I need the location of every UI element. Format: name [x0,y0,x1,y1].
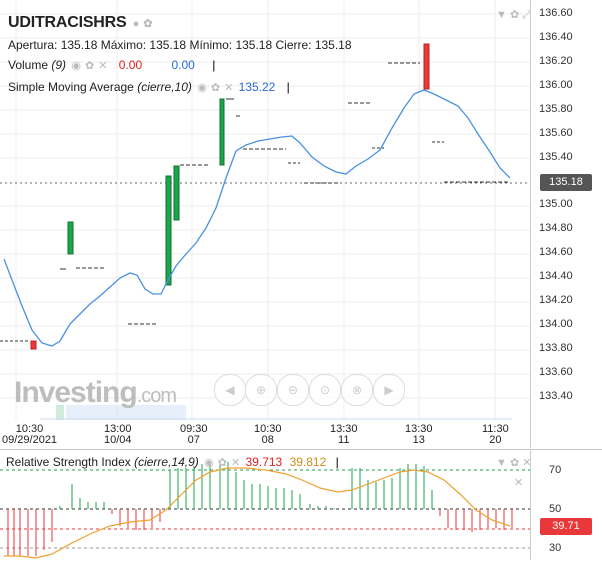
rsi-histogram [7,462,513,556]
rsi-fullscreen-control: ✕ [514,476,523,489]
time-label: 13:30 13 [405,423,433,446]
logo-suffix: .com [136,385,177,407]
price-tick: 133.40 [539,390,573,402]
rsi-pane-controls: ▼ ✿ ✕ [496,456,531,469]
rsi-tick: 50 [549,503,562,515]
rsi-value-b: 39.812 [289,455,327,469]
candle [219,98,225,166]
scroll-right-button[interactable]: ▶ [373,374,405,406]
eye-icon[interactable]: ◉ [204,457,214,469]
candle [30,340,37,350]
price-tick: 134.80 [539,222,573,234]
time-label: 13:30 11 [330,423,358,446]
price-tick: 136.40 [539,31,573,43]
close-icon[interactable]: ✕ [522,457,532,469]
sma-value: 135.22 [238,80,276,94]
rsi-tick: 70 [549,464,562,476]
symbol-title: UDITRACISHRS ● ✿ [8,14,154,32]
rsi-signal-line [4,467,511,559]
time-label: 10:30 09/29/2021 [2,423,58,446]
sma-line [3,89,511,347]
rsi-svg [0,462,530,559]
symbol-name: UDITRACISHRS [8,14,127,31]
logo-brand: Investing [14,376,138,409]
rsi-last-badge: 39.71 [540,518,592,535]
eye-icon[interactable]: ● [132,18,140,30]
volume-legend: Volume (9) ◉ ✿ ✕ 0.00 0.00 | [8,58,215,72]
rsi-label: Relative Strength Index [6,455,131,469]
sma-label: Simple Moving Average [8,80,134,94]
fullscreen-icon[interactable]: ⤢ [522,9,532,21]
price-tick: 136.60 [539,7,573,19]
scroll-left-button[interactable]: ◀ [214,374,246,406]
rsi-pane[interactable] [0,449,530,561]
settings-icon[interactable]: ✿ [85,60,95,72]
fullscreen-icon[interactable]: ✕ [514,477,524,489]
sma-legend: Simple Moving Average (cierre,10) ◉ ✿ ✕ 13… [8,80,290,94]
eye-icon[interactable]: ◉ [197,82,207,94]
eye-icon[interactable]: ◉ [71,60,81,72]
price-tick: 135.80 [539,103,573,115]
pane-controls: ▼ ✿ ⤢ [496,8,531,22]
volume-param: (9) [51,58,67,72]
investing-logo: Investing.com [14,376,177,410]
collapse-icon[interactable]: ▼ [496,9,507,21]
close-icon[interactable]: ✕ [230,457,241,469]
last-price-badge: 135.18 [540,174,592,191]
price-tick: 135.40 [539,151,573,163]
zoom-reset-button[interactable]: ⊙ [309,374,341,406]
volume-value-a: 0.00 [118,58,143,72]
volume-label: Volume [8,58,49,72]
time-label: 13:00 10/04 [104,423,132,446]
settings-icon[interactable]: ✿ [210,82,221,94]
zoom-fit-button[interactable]: ⊗ [341,374,373,406]
zoom-in-button[interactable]: ⊕ [245,374,277,406]
close-icon[interactable]: ✕ [224,82,234,94]
grid [0,0,530,420]
collapse-icon[interactable]: ▼ [496,457,507,469]
candle [173,165,180,221]
rsi-tick: 30 [549,542,562,554]
price-tick: 134.60 [539,246,573,258]
price-tick: 133.60 [539,366,573,378]
volume-divider: | [212,58,216,72]
settings-icon[interactable]: ✿ [509,9,520,21]
price-tick: 136.00 [539,79,573,91]
close-icon[interactable]: ✕ [98,60,108,72]
settings-icon[interactable]: ✿ [143,18,153,30]
price-chart-svg [0,0,530,420]
price-tick: 135.00 [539,198,573,210]
sma-divider: | [286,80,290,94]
time-label: 09:30 07 [180,423,208,446]
rsi-divider: | [335,455,339,469]
price-axis[interactable]: 136.60 136.40 136.20 136.00 135.80 135.6… [530,0,602,448]
price-tick: 134.00 [539,318,573,330]
rsi-param: (cierre,14,9) [134,455,199,469]
time-label: 11:30 20 [482,423,509,446]
time-label: 10:30 08 [254,423,282,446]
candle [423,43,430,90]
sma-param: (cierre,10) [137,80,192,94]
price-tick: 134.40 [539,270,573,282]
zoom-out-button[interactable]: ⊖ [277,374,309,406]
settings-icon[interactable]: ✿ [509,457,520,469]
price-tick: 135.60 [539,127,573,139]
price-tick: 136.20 [539,55,573,67]
candles [0,43,510,350]
price-chart-pane[interactable] [0,0,530,448]
volume-value-b: 0.00 [171,58,195,72]
price-tick: 133.80 [539,342,573,354]
candle [165,175,172,286]
settings-icon[interactable]: ✿ [217,457,227,469]
price-tick: 134.20 [539,294,573,306]
rsi-legend: Relative Strength Index (cierre,14,9) ◉ ✿… [6,455,339,469]
time-axis[interactable]: 10:30 09/29/2021 13:00 10/04 09:30 07 10:30… [0,420,530,448]
rsi-axis[interactable]: 70 50 30 [530,449,602,560]
rsi-value-a: 39.713 [245,455,283,469]
ohlc-readout: Apertura: 135.18 Máximo: 135.18 Mínimo: … [8,38,352,52]
candle [67,221,74,255]
